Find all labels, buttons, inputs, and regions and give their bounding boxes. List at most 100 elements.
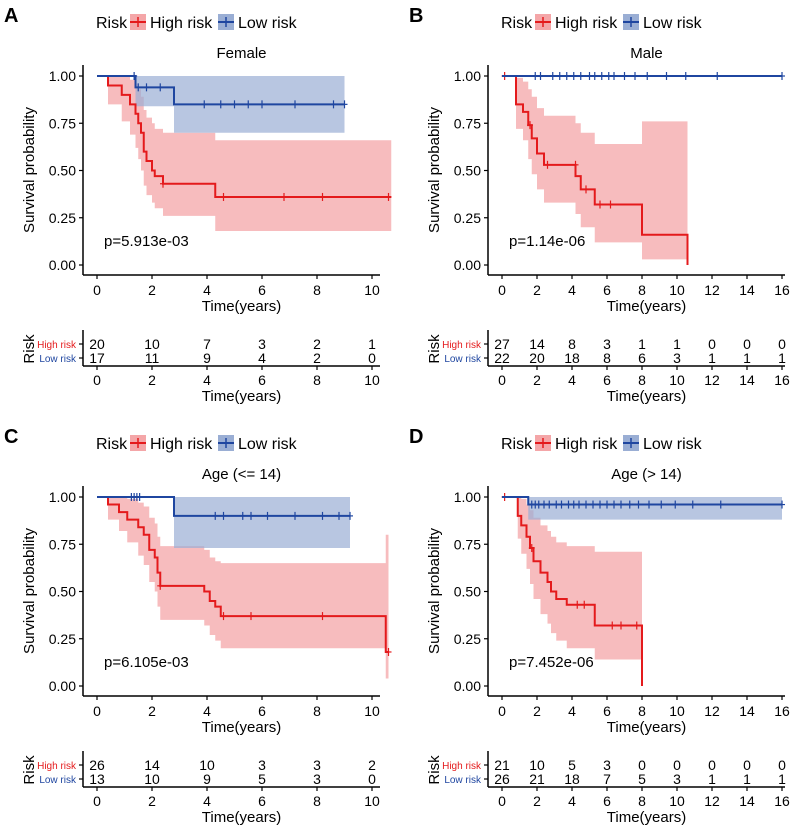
risk-count: 14 xyxy=(144,757,160,773)
panel-label: D xyxy=(409,426,423,448)
x-tick-label: 2 xyxy=(533,703,541,719)
risk-count: 1 xyxy=(638,336,646,352)
risk-count: 0 xyxy=(673,757,681,773)
risk-x-tick-label: 6 xyxy=(603,372,611,388)
risk-x-tick-label: 4 xyxy=(203,793,211,809)
y-axis-label: Survival probability xyxy=(426,528,443,654)
y-tick-label: 1.00 xyxy=(49,489,76,505)
risk-x-tick-label: 4 xyxy=(568,372,576,388)
x-tick-label: 6 xyxy=(258,282,266,298)
x-axis-label: Time(years) xyxy=(607,298,686,315)
chart-title: Female xyxy=(216,45,266,62)
risk-x-tick-label: 0 xyxy=(498,372,506,388)
risk-table-title: Risk xyxy=(21,334,38,364)
risk-x-tick-label: 8 xyxy=(313,372,321,388)
risk-table-title: Risk xyxy=(21,755,38,785)
risk-x-tick-label: 14 xyxy=(739,372,755,388)
risk-x-tick-label: 6 xyxy=(603,793,611,809)
risk-count: 2 xyxy=(368,757,376,773)
risk-x-tick-label: 10 xyxy=(364,372,380,388)
x-tick-label: 0 xyxy=(498,282,506,298)
risk-count: 0 xyxy=(638,757,646,773)
risk-x-tick-label: 4 xyxy=(203,372,211,388)
risk-row-label: Low risk xyxy=(39,775,77,786)
risk-count: 8 xyxy=(603,350,611,366)
legend-label: High risk xyxy=(555,436,618,453)
panel-label: A xyxy=(4,5,18,27)
y-tick-label: 0.00 xyxy=(454,257,481,273)
legend-label: High risk xyxy=(150,15,213,32)
risk-count: 18 xyxy=(564,350,580,366)
risk-count: 0 xyxy=(368,350,376,366)
x-tick-label: 10 xyxy=(669,703,685,719)
risk-count: 1 xyxy=(743,350,751,366)
risk-count: 11 xyxy=(145,350,160,366)
legend-title: Risk xyxy=(501,15,533,32)
legend-label: Low risk xyxy=(643,436,703,453)
chart-title: Age (<= 14) xyxy=(202,466,281,483)
risk-count: 1 xyxy=(368,336,376,352)
x-axis-label: Time(years) xyxy=(202,719,281,736)
panel-label: B xyxy=(409,5,423,27)
risk-count: 3 xyxy=(313,771,321,787)
risk-count: 7 xyxy=(603,771,611,787)
x-tick-label: 4 xyxy=(568,703,576,719)
y-tick-label: 0.75 xyxy=(454,536,481,552)
risk-count: 3 xyxy=(603,757,611,773)
ci-band xyxy=(502,497,642,660)
risk-x-tick-label: 2 xyxy=(533,372,541,388)
ci-band xyxy=(97,76,392,231)
y-tick-label: 0.50 xyxy=(49,584,76,600)
risk-count: 3 xyxy=(673,350,681,366)
ci-band xyxy=(502,76,688,260)
risk-count: 3 xyxy=(673,771,681,787)
x-tick-label: 8 xyxy=(638,703,646,719)
panel-a: A Risk High risk Low riskFemale0.000.250.50… xyxy=(4,5,392,405)
risk-x-tick-label: 6 xyxy=(258,793,266,809)
y-axis-label: Survival probability xyxy=(21,107,38,233)
risk-count: 7 xyxy=(203,336,211,352)
risk-count: 18 xyxy=(564,771,580,787)
risk-x-tick-label: 8 xyxy=(313,793,321,809)
y-tick-label: 0.00 xyxy=(49,257,76,273)
y-tick-label: 0.75 xyxy=(49,115,76,131)
risk-count: 10 xyxy=(144,771,160,787)
x-tick-label: 4 xyxy=(203,282,211,298)
risk-x-axis-label: Time(years) xyxy=(607,809,686,826)
y-tick-label: 0.25 xyxy=(49,631,76,647)
risk-table-title: Risk xyxy=(426,755,443,785)
y-tick-label: 0.50 xyxy=(454,163,481,179)
risk-x-tick-label: 14 xyxy=(739,793,755,809)
y-axis-label: Survival probability xyxy=(426,107,443,233)
risk-count: 2 xyxy=(313,350,321,366)
x-tick-label: 0 xyxy=(93,703,101,719)
x-tick-label: 16 xyxy=(774,703,790,719)
risk-count: 3 xyxy=(603,336,611,352)
y-tick-label: 1.00 xyxy=(454,68,481,84)
legend-label: Low risk xyxy=(238,436,298,453)
x-tick-label: 0 xyxy=(93,282,101,298)
ci-band xyxy=(502,497,782,520)
risk-count: 1 xyxy=(743,771,751,787)
x-tick-label: 4 xyxy=(568,282,576,298)
risk-count: 0 xyxy=(743,336,751,352)
risk-x-axis-label: Time(years) xyxy=(607,388,686,405)
y-axis-label: Survival probability xyxy=(21,528,38,654)
panel-b: B Risk High risk Low riskMale0.000.250.500.… xyxy=(409,5,790,405)
y-tick-label: 0.25 xyxy=(454,631,481,647)
survival-curve xyxy=(502,496,643,686)
p-value: p=6.105e-03 xyxy=(104,654,189,671)
risk-count: 0 xyxy=(778,336,786,352)
survival-curve xyxy=(97,496,389,653)
risk-x-tick-label: 0 xyxy=(93,793,101,809)
y-tick-label: 0.00 xyxy=(49,678,76,694)
x-tick-label: 10 xyxy=(364,282,380,298)
risk-x-tick-label: 2 xyxy=(148,793,156,809)
risk-row-label: High risk xyxy=(442,761,482,772)
risk-x-tick-label: 0 xyxy=(498,793,506,809)
ci-band xyxy=(97,497,350,549)
x-tick-label: 8 xyxy=(313,703,321,719)
risk-x-tick-label: 12 xyxy=(704,372,720,388)
risk-count: 13 xyxy=(89,771,105,787)
